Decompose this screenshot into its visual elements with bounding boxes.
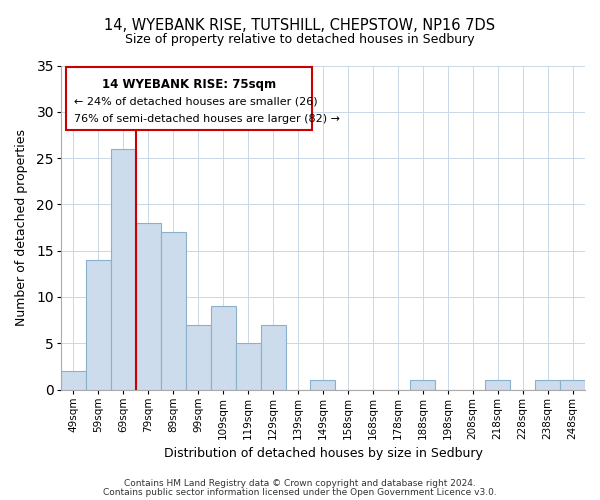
Bar xyxy=(136,223,161,390)
Bar xyxy=(535,380,560,390)
Bar xyxy=(310,380,335,390)
Bar xyxy=(86,260,111,390)
Bar xyxy=(560,380,585,390)
Text: Contains public sector information licensed under the Open Government Licence v3: Contains public sector information licen… xyxy=(103,488,497,497)
Text: 14, WYEBANK RISE, TUTSHILL, CHEPSTOW, NP16 7DS: 14, WYEBANK RISE, TUTSHILL, CHEPSTOW, NP… xyxy=(104,18,496,32)
Bar xyxy=(485,380,510,390)
Text: Contains HM Land Registry data © Crown copyright and database right 2024.: Contains HM Land Registry data © Crown c… xyxy=(124,479,476,488)
X-axis label: Distribution of detached houses by size in Sedbury: Distribution of detached houses by size … xyxy=(164,447,482,460)
Bar xyxy=(111,149,136,390)
Text: Size of property relative to detached houses in Sedbury: Size of property relative to detached ho… xyxy=(125,32,475,46)
Text: 76% of semi-detached houses are larger (82) →: 76% of semi-detached houses are larger (… xyxy=(74,114,340,124)
Bar xyxy=(161,232,185,390)
Text: 14 WYEBANK RISE: 75sqm: 14 WYEBANK RISE: 75sqm xyxy=(102,78,277,92)
Bar xyxy=(61,371,86,390)
Y-axis label: Number of detached properties: Number of detached properties xyxy=(15,129,28,326)
Bar xyxy=(410,380,435,390)
Bar xyxy=(260,325,286,390)
Bar xyxy=(185,325,211,390)
FancyBboxPatch shape xyxy=(66,67,313,130)
Text: ← 24% of detached houses are smaller (26): ← 24% of detached houses are smaller (26… xyxy=(74,96,317,106)
Bar xyxy=(211,306,236,390)
Bar xyxy=(236,344,260,390)
